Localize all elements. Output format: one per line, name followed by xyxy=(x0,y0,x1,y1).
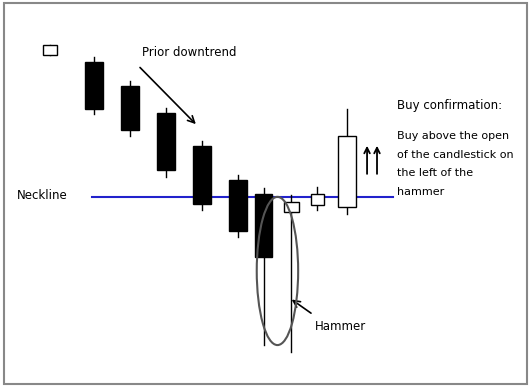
Bar xyxy=(193,146,211,204)
Bar xyxy=(338,136,356,207)
Bar xyxy=(255,194,272,257)
Text: Buy confirmation:: Buy confirmation: xyxy=(397,99,502,112)
Bar xyxy=(157,113,175,170)
Text: of the candlestick on: of the candlestick on xyxy=(397,150,513,160)
Text: hammer: hammer xyxy=(397,187,444,197)
Bar xyxy=(121,86,139,130)
Text: Hammer: Hammer xyxy=(315,320,366,333)
Bar xyxy=(311,194,324,205)
Bar xyxy=(85,62,103,109)
Text: Prior downtrend: Prior downtrend xyxy=(142,46,236,59)
Text: the left of the: the left of the xyxy=(397,168,473,178)
Bar xyxy=(44,45,57,55)
Bar xyxy=(284,202,299,212)
Bar xyxy=(229,180,246,231)
Text: Neckline: Neckline xyxy=(16,189,67,202)
Text: Buy above the open: Buy above the open xyxy=(397,131,509,141)
